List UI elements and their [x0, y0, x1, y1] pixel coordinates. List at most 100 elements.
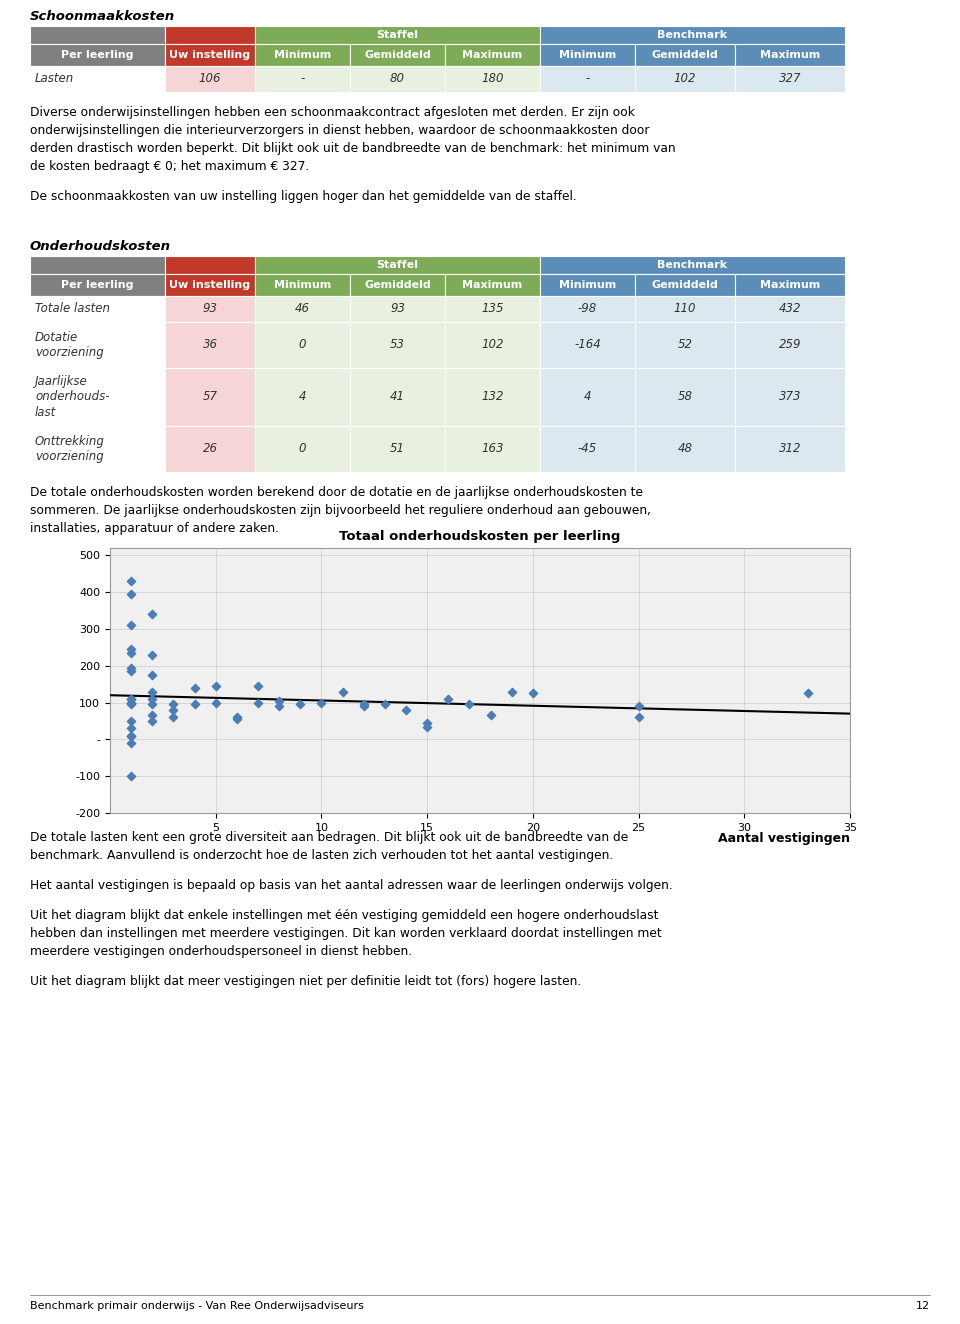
Text: Jaarlijkse
onderhouds-
last: Jaarlijkse onderhouds- last — [35, 376, 109, 418]
Text: -98: -98 — [578, 302, 597, 315]
Point — [208, 692, 224, 714]
Point — [124, 688, 139, 710]
Point — [187, 678, 203, 699]
Text: De schoonmaakkosten van uw instelling liggen hoger dan het gemiddelde van de sta: De schoonmaakkosten van uw instelling li… — [30, 191, 577, 203]
Point — [145, 681, 160, 702]
Text: -: - — [586, 73, 589, 86]
Bar — [540, 256, 845, 274]
Text: 0: 0 — [299, 339, 306, 351]
Point — [208, 675, 224, 696]
Point — [229, 708, 245, 730]
Text: Per leerling: Per leerling — [61, 50, 133, 60]
Text: derden drastisch worden beperkt. Dit blijkt ook uit de bandbreedte van de benchm: derden drastisch worden beperkt. Dit bli… — [30, 142, 676, 155]
Point — [124, 726, 139, 747]
Text: Gemiddeld: Gemiddeld — [652, 50, 718, 60]
Text: 51: 51 — [390, 442, 405, 455]
Point — [145, 645, 160, 666]
Point — [124, 694, 139, 715]
Bar — [255, 256, 540, 274]
Text: 48: 48 — [678, 442, 692, 455]
Point — [124, 692, 139, 714]
Bar — [350, 44, 445, 66]
Point — [504, 681, 519, 702]
Point — [145, 688, 160, 710]
Point — [145, 604, 160, 625]
Point — [124, 661, 139, 682]
Text: meerdere vestigingen onderhoudspersoneel in dienst hebben.: meerdere vestigingen onderhoudspersoneel… — [30, 945, 412, 959]
Text: 52: 52 — [678, 339, 692, 351]
Text: 259: 259 — [779, 339, 802, 351]
Text: sommeren. De jaarlijkse onderhoudskosten zijn bijvoorbeeld het reguliere onderho: sommeren. De jaarlijkse onderhoudskosten… — [30, 504, 651, 516]
Bar — [540, 66, 635, 91]
Text: Diverse onderwijsinstellingen hebben een schoonmaakcontract afgesloten met derde: Diverse onderwijsinstellingen hebben een… — [30, 106, 635, 119]
Bar — [165, 44, 255, 66]
Text: benchmark. Aanvullend is onderzocht hoe de lasten zich verhouden tot het aantal : benchmark. Aanvullend is onderzocht hoe … — [30, 849, 613, 862]
Text: 102: 102 — [481, 339, 504, 351]
Point — [145, 694, 160, 715]
Point — [377, 694, 393, 715]
Text: -45: -45 — [578, 442, 597, 455]
Text: installaties, apparatuur of andere zaken.: installaties, apparatuur of andere zaken… — [30, 522, 279, 535]
Text: 36: 36 — [203, 339, 218, 351]
Bar — [165, 368, 255, 426]
Text: 432: 432 — [779, 302, 802, 315]
Point — [356, 694, 372, 715]
Point — [124, 638, 139, 659]
Point — [356, 695, 372, 716]
Bar — [30, 426, 165, 471]
Text: Maximum: Maximum — [760, 50, 820, 60]
Point — [145, 704, 160, 726]
Text: Maximum: Maximum — [760, 279, 820, 290]
Text: Minimum: Minimum — [274, 279, 331, 290]
Bar — [540, 322, 635, 368]
Bar — [350, 368, 445, 426]
Bar — [255, 44, 350, 66]
Text: Minimum: Minimum — [559, 50, 616, 60]
Text: Uit het diagram blijkt dat enkele instellingen met één vestiging gemiddeld een h: Uit het diagram blijkt dat enkele instel… — [30, 910, 659, 922]
Bar — [445, 44, 540, 66]
Bar — [350, 297, 445, 322]
Bar — [255, 297, 350, 322]
Bar — [445, 274, 540, 297]
Bar — [540, 368, 635, 426]
Bar — [30, 256, 165, 274]
Bar — [255, 368, 350, 426]
Text: 41: 41 — [390, 391, 405, 404]
Text: Uw instelling: Uw instelling — [169, 50, 251, 60]
Bar — [30, 368, 165, 426]
Text: 93: 93 — [203, 302, 218, 315]
Text: Staffel: Staffel — [376, 30, 419, 40]
Point — [124, 642, 139, 663]
Bar — [445, 322, 540, 368]
Text: 110: 110 — [674, 302, 696, 315]
Point — [462, 694, 477, 715]
Bar — [735, 66, 845, 91]
Point — [441, 688, 456, 710]
Point — [166, 707, 181, 728]
Text: 12: 12 — [916, 1301, 930, 1311]
Point — [145, 711, 160, 732]
Point — [800, 683, 815, 704]
Bar — [635, 322, 735, 368]
Text: 327: 327 — [779, 73, 802, 86]
Bar — [540, 44, 635, 66]
Text: 135: 135 — [481, 302, 504, 315]
Point — [251, 692, 266, 714]
Text: 58: 58 — [678, 391, 692, 404]
Text: De totale onderhoudskosten worden berekend door de dotatie en de jaarlijkse onde: De totale onderhoudskosten worden bereke… — [30, 486, 643, 499]
Text: -164: -164 — [574, 339, 601, 351]
Text: Minimum: Minimum — [559, 279, 616, 290]
Bar — [735, 368, 845, 426]
Point — [124, 571, 139, 592]
Bar — [30, 66, 165, 91]
Text: onderwijsinstellingen die interieurverzorgers in dienst hebben, waardoor de scho: onderwijsinstellingen die interieurverzo… — [30, 124, 650, 136]
Text: Schoonmaakkosten: Schoonmaakkosten — [30, 11, 175, 23]
Bar — [255, 274, 350, 297]
Text: Aantal vestigingen: Aantal vestigingen — [718, 831, 850, 845]
Point — [124, 765, 139, 786]
Point — [631, 707, 646, 728]
Bar — [540, 26, 845, 44]
Bar — [635, 297, 735, 322]
Point — [124, 718, 139, 739]
Text: 373: 373 — [779, 391, 802, 404]
